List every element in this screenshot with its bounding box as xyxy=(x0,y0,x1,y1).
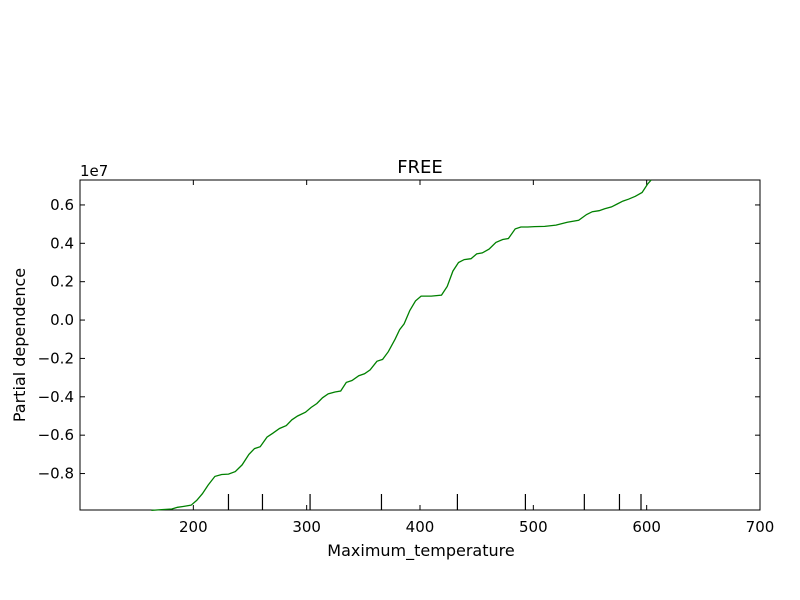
plot-frame xyxy=(79,179,761,511)
series-group xyxy=(151,179,652,512)
series-line xyxy=(151,179,652,512)
x-tick-label: 700 xyxy=(746,518,775,536)
x-tick-label: 400 xyxy=(406,518,435,536)
y-tick-label: −0.4 xyxy=(38,388,74,406)
y-axis-title: Partial dependence xyxy=(10,268,29,422)
x-tick-label: 200 xyxy=(179,518,208,536)
x-tick-label: 300 xyxy=(292,518,321,536)
x-tick-label: 600 xyxy=(632,518,661,536)
chart-title: FREE xyxy=(397,157,443,178)
y-tick-label: −0.8 xyxy=(38,465,74,483)
y-tick-label: −0.6 xyxy=(38,426,74,444)
y-tick-label: 0.0 xyxy=(50,311,74,329)
y-axis-ticks: −0.8 −0.6 −0.4 −0.2 0.0 0.2 0.4 0.6 xyxy=(38,196,760,483)
x-axis-title: Maximum_temperature xyxy=(327,541,514,561)
x-axis-ticks: 200 300 400 500 600 700 xyxy=(179,180,774,536)
y-tick-label: 0.2 xyxy=(50,273,74,291)
decile-rug xyxy=(227,494,642,510)
y-tick-label: −0.2 xyxy=(38,349,74,367)
y-scale-label: 1e7 xyxy=(80,162,108,180)
y-tick-label: 0.6 xyxy=(50,196,74,214)
y-tick-label: 0.4 xyxy=(50,234,74,252)
x-tick-label: 500 xyxy=(519,518,548,536)
axes-box xyxy=(79,179,761,511)
